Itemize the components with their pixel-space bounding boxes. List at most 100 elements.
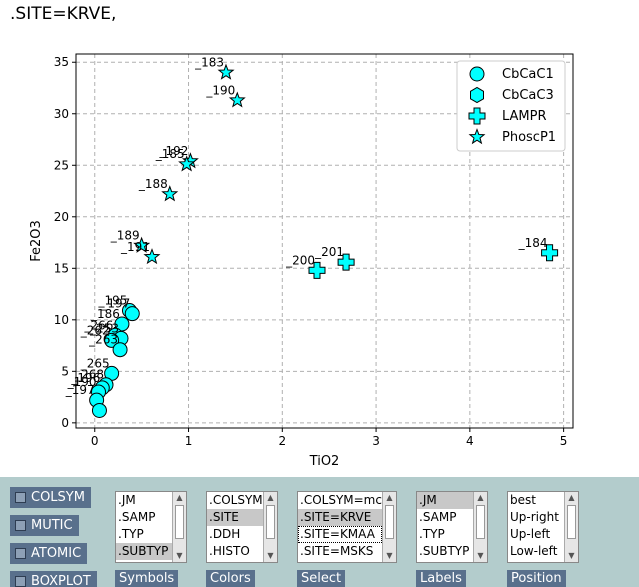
listbox-items: .COLSYM .SITE .DDH .HISTO	[207, 492, 263, 560]
scroll-down-arrow-icon[interactable]: ▼	[176, 551, 183, 560]
x-tick-label: 1	[185, 434, 193, 448]
data-point-star	[217, 63, 235, 80]
symbols-listbox[interactable]: .JM .SAMP .TYP .SUBTYP ▲ ▼	[115, 491, 187, 563]
scatter-chart: 0 1 2 3 4 505101520253035TiO2Fe2O3_195_197_18…	[29, 53, 574, 469]
colors-caption: Colors	[206, 570, 255, 587]
x-tick-label: 5	[560, 434, 568, 448]
list-item[interactable]: .SITE=MSKS	[300, 544, 374, 558]
point-label: _192	[158, 144, 188, 158]
checkbox-box[interactable]	[15, 520, 26, 531]
point-label: _268	[74, 368, 104, 382]
scroll-down-arrow-icon[interactable]: ▼	[477, 551, 484, 560]
scrollbar[interactable]: ▲ ▼	[263, 492, 277, 562]
mutic-checkbox[interactable]: MUTIC	[10, 515, 79, 536]
listbox-items: .JM .SAMP .TYP .SUBTYP	[417, 492, 473, 560]
atomic-checkbox[interactable]: ATOMIC	[10, 543, 88, 564]
scroll-down-arrow-icon[interactable]: ▼	[568, 551, 575, 560]
checkbox-box[interactable]	[15, 576, 26, 587]
list-item[interactable]: .SUBTYP	[419, 544, 470, 558]
listbox-items: .JM .SAMP .TYP .SUBTYP	[116, 492, 172, 560]
list-item[interactable]: .JM	[118, 493, 136, 507]
scrollbar-thumb[interactable]	[266, 505, 275, 539]
labels-caption: Labels	[416, 570, 466, 587]
list-item[interactable]: .SAMP	[419, 510, 457, 524]
legend-marker-circle	[469, 66, 485, 82]
data-point-circle	[91, 402, 107, 418]
point-label: _190	[205, 83, 235, 97]
colors-listbox[interactable]: .COLSYM .SITE .DDH .HISTO ▲ ▼	[206, 491, 278, 563]
scroll-down-arrow-icon[interactable]: ▼	[267, 551, 274, 560]
scroll-up-arrow-icon[interactable]: ▲	[477, 493, 484, 502]
scrollbar-thumb[interactable]	[385, 505, 394, 539]
data-point-star	[178, 155, 196, 172]
list-item[interactable]: best	[510, 493, 536, 507]
data-point-circle	[104, 332, 120, 348]
legend-entry: PhoscP1	[502, 130, 556, 145]
list-item[interactable]: .COLSYM	[209, 493, 263, 507]
list-item[interactable]: .HISTO	[209, 544, 250, 558]
y-tick-label: 5	[61, 364, 69, 378]
point-label: _184	[518, 236, 548, 250]
point-label: _196	[70, 371, 100, 385]
point-label: _189	[110, 229, 140, 243]
list-item[interactable]: .SAMP	[118, 510, 156, 524]
point-label: _183	[194, 56, 224, 70]
list-item[interactable]: .SITE	[207, 509, 263, 526]
labels-listbox[interactable]: .JM .SAMP .TYP .SUBTYP ▲ ▼	[416, 491, 488, 563]
data-point-plus	[337, 253, 355, 271]
scrollbar[interactable]: ▲ ▼	[382, 492, 396, 562]
position-listbox[interactable]: best Up-right Up-left Low-left ▲ ▼	[507, 491, 579, 563]
scroll-up-arrow-icon[interactable]: ▲	[176, 493, 183, 502]
list-item[interactable]: .JM	[417, 492, 473, 509]
scroll-up-arrow-icon[interactable]: ▲	[568, 493, 575, 502]
checkbox-box[interactable]	[15, 548, 26, 559]
plot-frame	[75, 53, 574, 429]
list-item[interactable]: .SITE=KRVE	[298, 509, 382, 526]
scrollbar-thumb[interactable]	[175, 505, 184, 539]
x-tick-label: 3	[372, 434, 380, 448]
point-label: _197	[65, 383, 95, 397]
list-item[interactable]: Up-left	[510, 527, 551, 541]
list-item[interactable]: .DDH	[209, 527, 241, 541]
x-tick-label: 0	[91, 434, 99, 448]
point-label: _253	[89, 321, 119, 335]
checkbox-box[interactable]	[15, 492, 26, 503]
point-label: _197	[100, 297, 130, 311]
scrollbar[interactable]: ▲ ▼	[564, 492, 578, 562]
legend-marker-star	[468, 128, 486, 145]
data-point-circle	[124, 306, 140, 322]
position-caption: Position	[507, 570, 566, 587]
boxplot-checkbox[interactable]: BOXPLOT	[10, 571, 97, 587]
control-panel: COLSYM MUTIC ATOMIC BOXPLOT .JM .SAMP .TYP…	[0, 477, 639, 587]
legend-box	[456, 60, 566, 152]
scroll-down-arrow-icon[interactable]: ▼	[386, 551, 393, 560]
y-tick-label: 15	[54, 261, 69, 275]
legend-marker-plus	[468, 107, 486, 125]
list-item[interactable]: .COLSYM=mc	[300, 493, 382, 507]
data-point-star	[133, 236, 151, 253]
y-tick-label: 20	[54, 210, 69, 224]
colsym-checkbox[interactable]: COLSYM	[10, 487, 91, 508]
legend-entry: LAMPR	[502, 109, 547, 124]
scrollbar-thumb[interactable]	[567, 505, 576, 539]
listbox-items: .COLSYM=mc .SITE=KRVE .SITE=KMAA .SITE=MSKS	[298, 492, 382, 560]
list-item[interactable]: Low-left	[510, 544, 558, 558]
list-item[interactable]: Up-right	[510, 510, 559, 524]
scrollbar[interactable]: ▲ ▼	[473, 492, 487, 562]
x-tick-label: 2	[278, 434, 286, 448]
data-point-star	[143, 248, 161, 265]
data-point-star	[161, 185, 179, 202]
scroll-up-arrow-icon[interactable]: ▲	[267, 493, 274, 502]
listbox-items: best Up-right Up-left Low-left	[508, 492, 564, 560]
scroll-up-arrow-icon[interactable]: ▲	[386, 493, 393, 502]
scrollbar[interactable]: ▲ ▼	[172, 492, 186, 562]
list-item[interactable]: .TYP	[118, 527, 144, 541]
list-item[interactable]: .SUBTYP	[116, 543, 172, 560]
list-item[interactable]: .TYP	[419, 527, 445, 541]
select-listbox[interactable]: .COLSYM=mc .SITE=KRVE .SITE=KMAA .SITE=MSKS…	[297, 491, 397, 563]
scrollbar-thumb[interactable]	[476, 505, 485, 539]
y-tick-label: 35	[54, 55, 69, 69]
point-label: _195	[98, 294, 128, 308]
list-item[interactable]: .SITE=KMAA	[298, 526, 382, 543]
